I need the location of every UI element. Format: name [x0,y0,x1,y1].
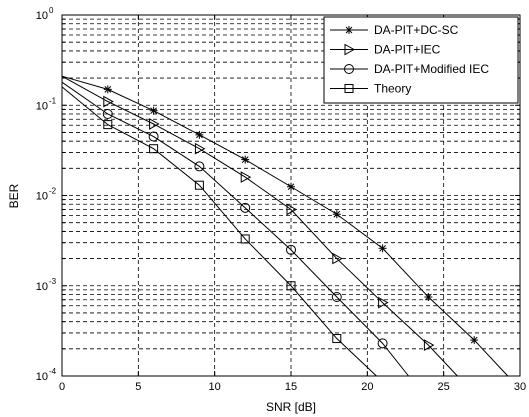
y-tick-exponent: -1 [49,96,57,105]
y-tick-label: 10 [36,281,48,293]
marker-triangle [240,171,252,183]
marker-star-stroke [150,107,157,115]
legend-entry: DA-PIT+Modified IEC [374,62,489,76]
marker-star [424,293,433,302]
marker-square [103,120,113,130]
legend-entry: DA-PIT+IEC [374,43,441,57]
series-line-3 [61,86,377,377]
y-axis-label: BER [7,183,21,208]
marker-star-stroke [425,293,432,301]
legend-entry: Theory [374,82,411,96]
marker-star-stroke [241,156,249,163]
series-markers [102,85,479,351]
x-tick-label: 10 [209,381,221,393]
legend-entry: DA-PIT+DC-SC [374,23,459,37]
y-tick-label: 10 [36,371,48,383]
marker-square [344,84,354,93]
marker-star-stroke [379,244,386,252]
marker-star [287,182,295,191]
x-axis-label: SNR [dB] [266,400,316,414]
marker-star-stroke [470,336,478,344]
marker-circle [194,161,205,172]
marker-star [470,336,479,345]
marker-star [345,26,353,34]
marker-star [149,106,158,115]
y-tick-exponent: -3 [49,277,57,286]
marker-triangle [378,296,389,309]
axis-ticks [61,15,521,376]
marker-triangle [344,43,356,56]
marker-star-stroke [333,210,341,218]
marker-square [286,281,296,291]
marker-star [378,244,387,253]
y-tick-exponent: -4 [49,367,57,376]
y-tick-label: 10 [36,100,48,112]
marker-star [103,85,112,94]
x-tick-label: 15 [285,381,297,393]
marker-star [195,130,204,139]
marker-star [332,210,341,219]
marker-square [149,144,159,154]
marker-triangle [149,118,160,130]
marker-square [240,234,250,244]
marker-star-stroke [287,183,295,191]
marker-triangle [423,339,435,351]
marker-triangle [194,142,206,155]
legend: DA-PIT+DC-SC DA-PIT+IEC DA-PIT+Modified IE… [323,16,519,104]
marker-circle [102,108,113,119]
series-line-2 [61,81,409,377]
marker-triangle [332,252,343,265]
marker-star-stroke [104,86,112,93]
y-tick-exponent: 0 [49,6,54,15]
y-tick-label: 10 [36,10,48,22]
marker-square [194,180,204,190]
y-tick-exponent: -2 [49,187,57,196]
marker-star-stroke [345,26,353,34]
x-tick-label: 20 [361,381,373,393]
marker-circle [148,131,159,142]
marker-circle [344,64,354,74]
y-tick-label: 10 [36,191,48,203]
x-tick-label: 5 [135,381,141,393]
x-tick-label: 0 [59,381,65,393]
marker-circle [240,202,251,213]
marker-circle [286,244,296,255]
marker-triangle [103,95,114,108]
x-tick-label: 30 [514,381,526,393]
marker-square [332,334,342,344]
series-line-1 [61,75,458,377]
x-tick-label: 25 [438,381,450,393]
marker-star-stroke [196,131,203,139]
marker-circle [331,292,342,303]
marker-circle [377,338,388,349]
marker-star [241,155,250,164]
marker-triangle [286,203,298,216]
